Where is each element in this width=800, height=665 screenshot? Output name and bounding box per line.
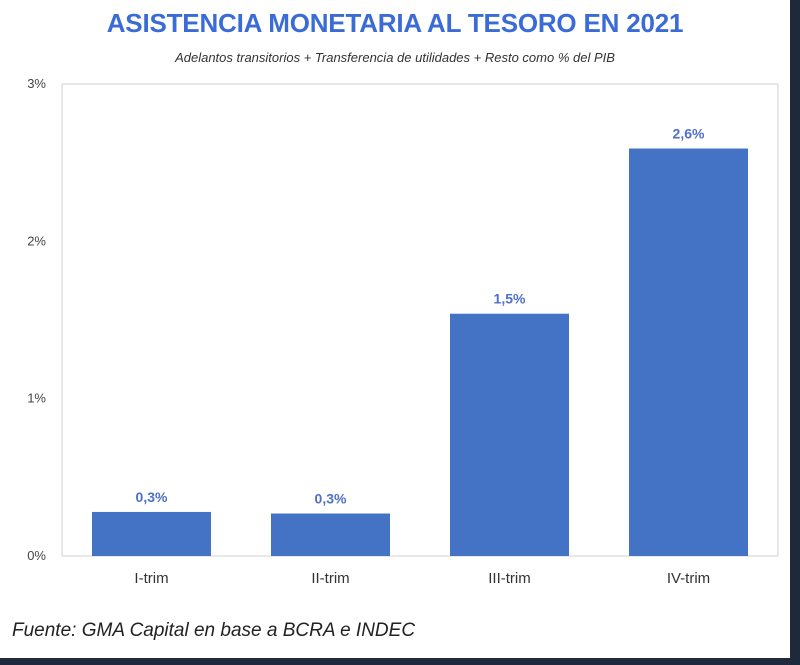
bar-iii-trim xyxy=(450,313,569,556)
y-tick-label: 0% xyxy=(27,548,46,563)
data-label: 1,5% xyxy=(494,291,526,307)
bar-i-trim xyxy=(92,511,211,556)
bar-chart: 0% 1% 2% 3% 0,3% 0,3% 1,5% 2,6% I-trim II-trim I… xyxy=(27,76,779,587)
x-category-label: IV-trim xyxy=(667,570,710,587)
data-label: 0,3% xyxy=(136,489,168,505)
bar-ii-trim xyxy=(271,513,390,556)
chart-card: ASISTENCIA MONETARIA AL TESORO EN 2021 A… xyxy=(0,0,790,658)
source-note: Fuente: GMA Capital en base a BCRA e IND… xyxy=(12,620,416,641)
x-category-label: II-trim xyxy=(311,570,349,587)
data-label: 0,3% xyxy=(315,491,347,507)
bar-iv-trim xyxy=(629,148,748,557)
y-tick-label: 1% xyxy=(27,391,46,406)
y-tick-label: 3% xyxy=(27,76,46,91)
x-category-label: III-trim xyxy=(488,570,531,587)
x-category-label: I-trim xyxy=(134,570,168,587)
data-label: 2,6% xyxy=(673,126,705,142)
plot-area xyxy=(61,83,779,557)
y-tick-label: 2% xyxy=(27,233,46,248)
chart-title: ASISTENCIA MONETARIA AL TESORO EN 2021 xyxy=(106,8,684,38)
chart-subtitle: Adelantos transitorios + Transferencia d… xyxy=(175,50,615,65)
